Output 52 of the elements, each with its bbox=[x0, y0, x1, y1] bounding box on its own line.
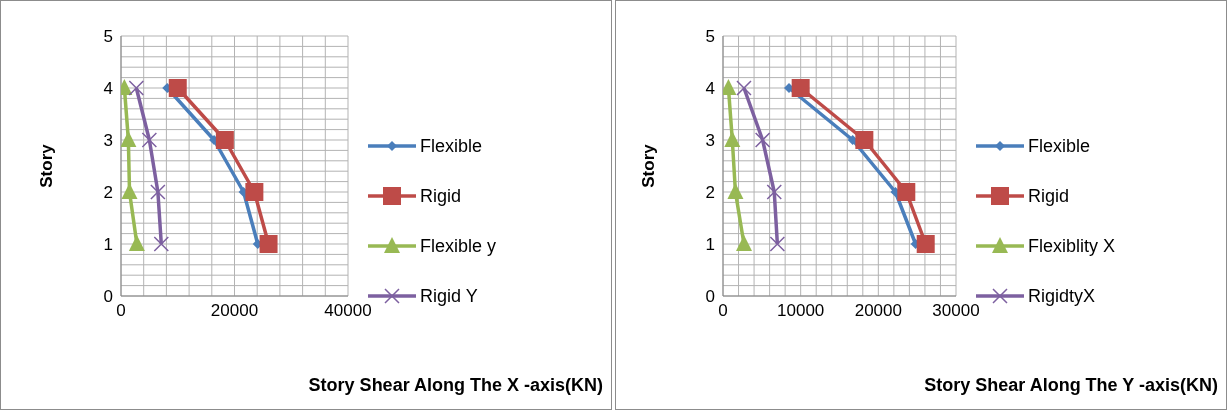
legend-label: Flexible bbox=[1028, 135, 1091, 157]
y-tick-label: 4 bbox=[705, 79, 715, 99]
point bbox=[766, 184, 783, 200]
point bbox=[736, 80, 752, 96]
y-tick-label: 2 bbox=[705, 183, 715, 203]
x-axis-title: Story Shear Along The X -axis(KN) bbox=[308, 375, 603, 396]
point bbox=[153, 236, 170, 252]
y-tick-label: 5 bbox=[705, 27, 715, 47]
point bbox=[150, 184, 166, 200]
point bbox=[735, 235, 752, 251]
x-tick-label: 30000 bbox=[932, 301, 980, 321]
x-tick-label: 0 bbox=[116, 301, 126, 321]
x-axis-title: Story Shear Along The Y -axis(KN) bbox=[924, 375, 1218, 396]
y-tick-label: 0 bbox=[103, 287, 113, 307]
point bbox=[791, 79, 810, 97]
point bbox=[724, 131, 741, 147]
point bbox=[128, 80, 145, 96]
point bbox=[727, 183, 744, 199]
y-tick-label: 3 bbox=[705, 131, 715, 151]
point bbox=[855, 131, 874, 149]
legend-label: Rigid bbox=[1028, 185, 1070, 207]
point bbox=[916, 235, 935, 253]
point bbox=[259, 235, 278, 253]
x-tick-label: 0 bbox=[718, 301, 728, 321]
point bbox=[897, 183, 916, 201]
point bbox=[121, 131, 137, 147]
y-tick-label: 1 bbox=[103, 235, 113, 255]
x-tick-label: 40000 bbox=[324, 301, 372, 321]
point bbox=[141, 132, 158, 148]
x-tick-label: 20000 bbox=[210, 301, 259, 321]
point bbox=[215, 131, 234, 149]
y-axis-title: Story bbox=[37, 143, 57, 188]
point bbox=[769, 236, 786, 252]
point bbox=[128, 235, 145, 251]
x-tick-label: 20000 bbox=[854, 301, 902, 321]
point bbox=[245, 183, 264, 201]
y-tick-label: 5 bbox=[103, 27, 113, 47]
x-tick-label: 10000 bbox=[777, 301, 825, 321]
point bbox=[754, 132, 771, 148]
y-tick-label: 0 bbox=[705, 287, 715, 307]
legend-label: Flexible bbox=[420, 135, 483, 157]
y-tick-label: 1 bbox=[705, 235, 715, 255]
y-axis-title: Story bbox=[639, 143, 659, 188]
legend-label: Rigid bbox=[420, 185, 462, 207]
y-tick-label: 3 bbox=[103, 131, 113, 151]
point bbox=[168, 79, 187, 97]
y-tick-label: 4 bbox=[103, 79, 113, 99]
legend-label: Flexible y bbox=[420, 235, 497, 257]
legend-label: RigidtyX bbox=[1028, 285, 1096, 307]
y-tick-label: 2 bbox=[103, 183, 113, 203]
legend-label: Rigid Y bbox=[420, 285, 478, 307]
legend-label: Flexiblity X bbox=[1028, 235, 1116, 257]
